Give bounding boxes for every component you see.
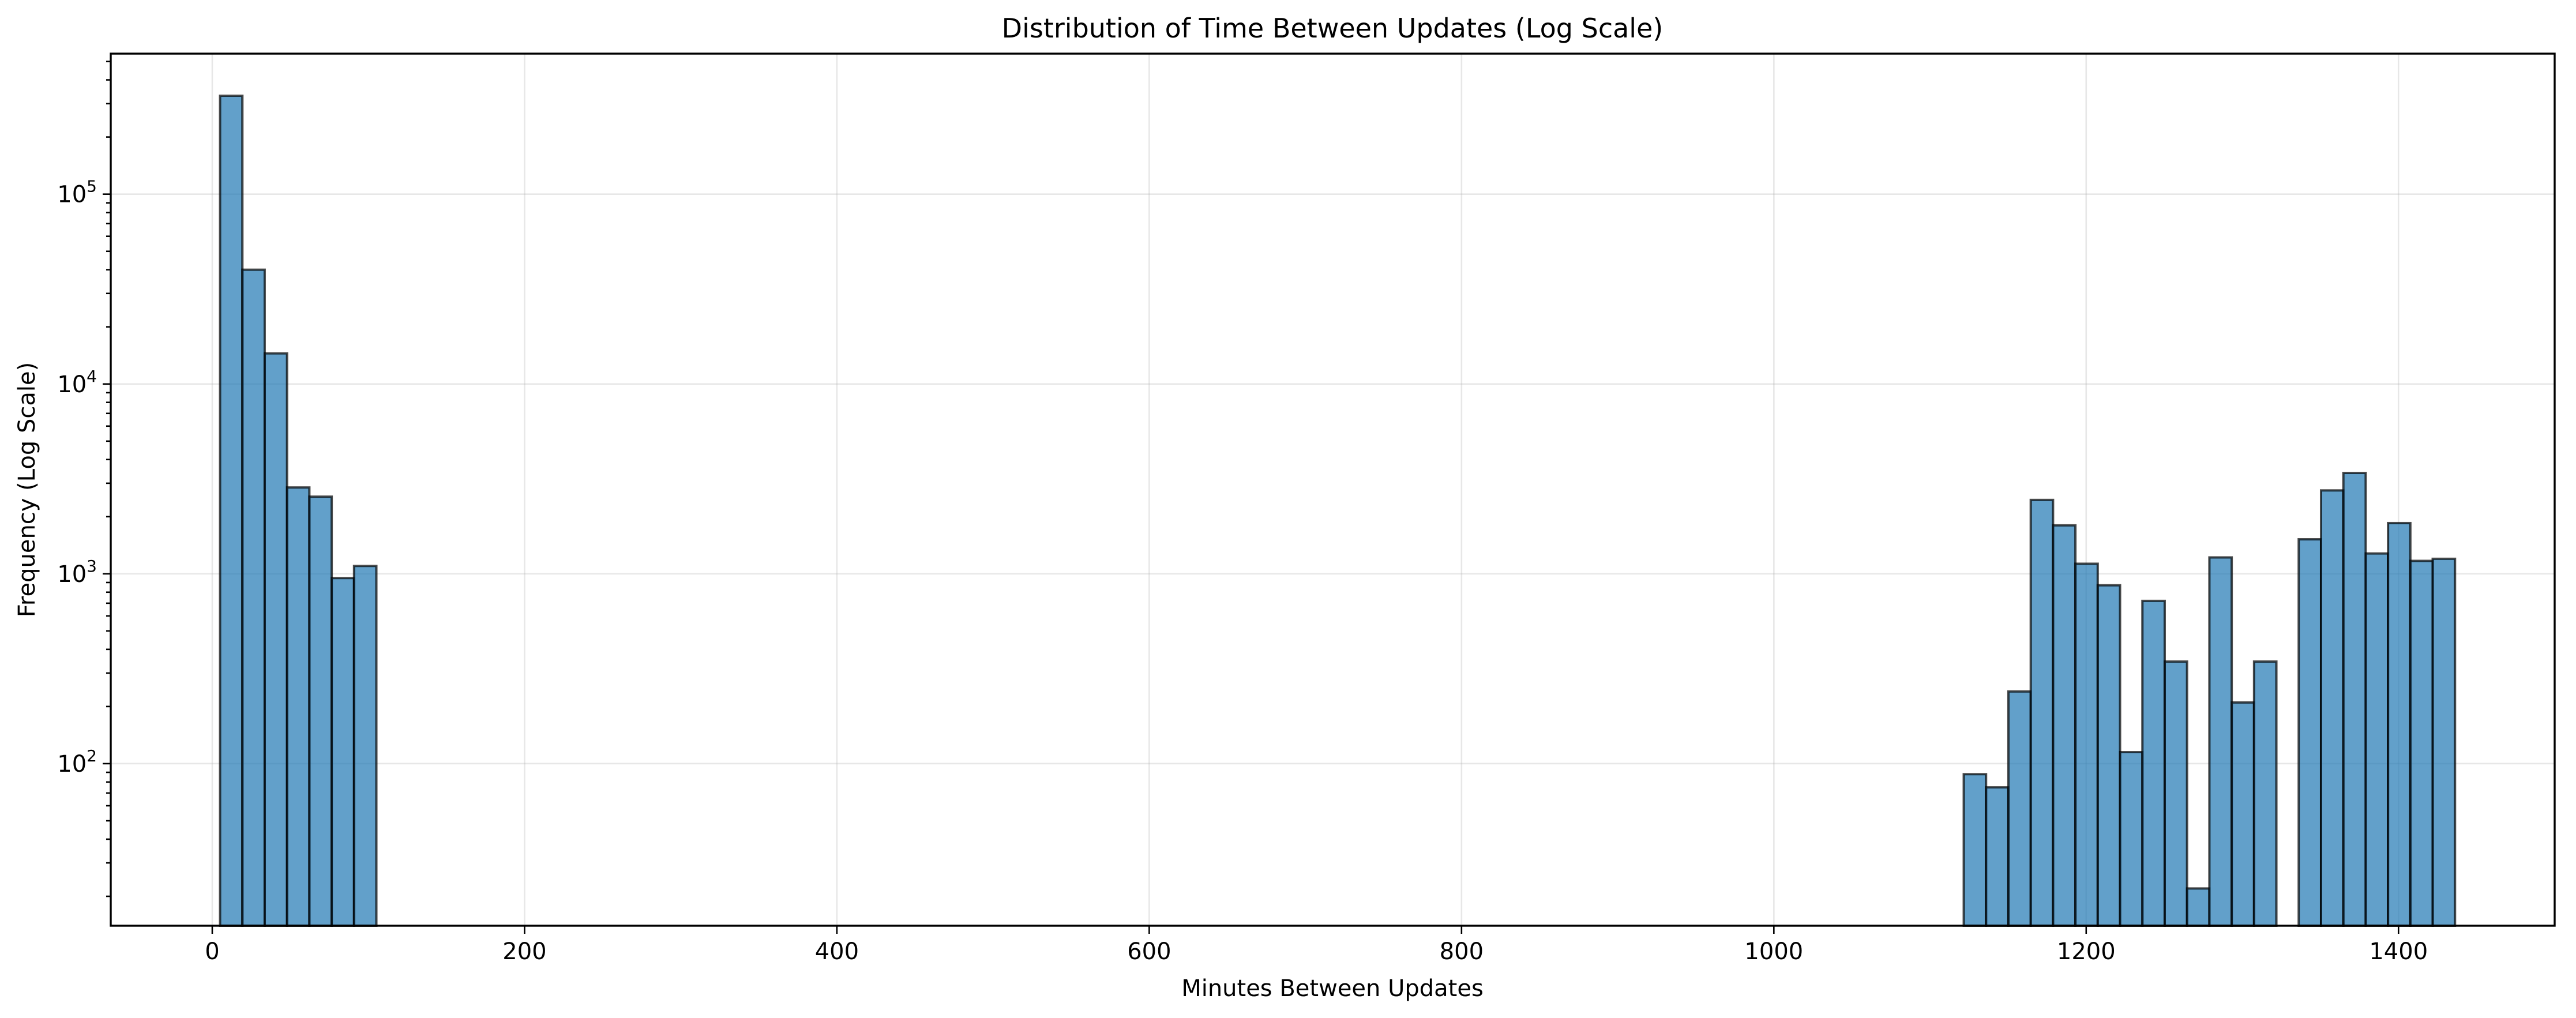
histogram-bar xyxy=(2007,690,2032,927)
histogram-bar xyxy=(2387,521,2412,927)
histogram-bar xyxy=(2342,471,2367,927)
histogram-bar xyxy=(2319,489,2345,927)
histogram-bar xyxy=(2230,701,2255,927)
histogram-bar xyxy=(2052,524,2077,927)
histogram-bar xyxy=(2163,660,2188,927)
tick-layer: 0 200 400 600 800 1000 1200 1400 102 103 104 105 xyxy=(57,61,2428,965)
histogram-bar xyxy=(263,352,288,927)
histogram-bar xyxy=(2029,498,2055,927)
histogram-bar xyxy=(2119,751,2144,927)
plot-frame xyxy=(110,52,2556,927)
x-axis-label: Minutes Between Updates xyxy=(1181,975,1484,1002)
histogram-bar xyxy=(2208,556,2233,927)
y-tick-label: 103 xyxy=(57,557,97,588)
x-tick-label: 600 xyxy=(1127,938,1171,965)
histogram-bar xyxy=(331,577,355,927)
histogram-bar xyxy=(241,268,266,927)
histogram-bar xyxy=(2141,599,2166,927)
histogram-bar xyxy=(1962,773,1988,927)
histogram-bar xyxy=(308,495,333,927)
x-tick-label: 0 xyxy=(205,938,219,965)
x-tick-label: 1400 xyxy=(2369,938,2428,965)
histogram-bar xyxy=(2096,584,2121,927)
y-tick-label: 105 xyxy=(57,177,97,208)
histogram-bar xyxy=(2074,562,2099,927)
histogram-bar xyxy=(2431,557,2457,927)
histogram-bar xyxy=(2252,660,2278,927)
histogram-bar xyxy=(2186,887,2211,927)
chart-title: Distribution of Time Between Updates (Lo… xyxy=(1002,13,1663,44)
x-tick-label: 1200 xyxy=(2057,938,2116,965)
x-tick-label: 200 xyxy=(502,938,546,965)
x-tick-label: 400 xyxy=(815,938,859,965)
histogram-bar xyxy=(219,95,244,927)
histogram-bar xyxy=(2297,538,2322,927)
histogram-bar xyxy=(1985,786,2010,927)
y-axis-label: Frequency (Log Scale) xyxy=(14,362,40,617)
histogram-bar xyxy=(2364,552,2390,927)
x-tick-label: 800 xyxy=(1440,938,1484,965)
histogram-bar xyxy=(2409,559,2434,927)
y-tick-label: 104 xyxy=(57,367,97,398)
histogram-bar xyxy=(352,565,378,927)
histogram-bar xyxy=(286,486,311,927)
y-tick-label: 102 xyxy=(57,746,97,777)
x-tick-label: 1000 xyxy=(1744,938,1803,965)
bar-layer xyxy=(219,95,2457,927)
